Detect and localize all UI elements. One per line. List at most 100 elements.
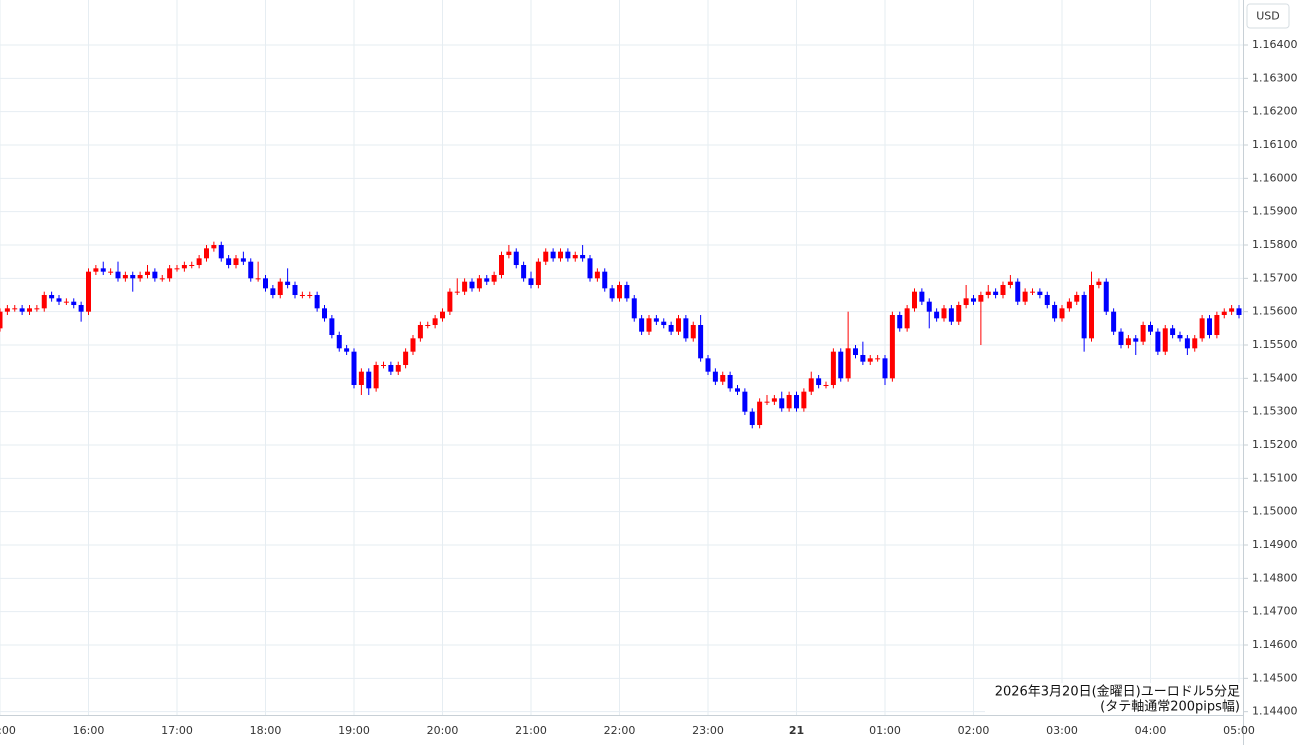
- y-tick-label: 1.14900: [1252, 538, 1298, 551]
- candle-body: [417, 325, 423, 339]
- candle-body: [248, 261, 254, 279]
- candle-body: [853, 348, 858, 355]
- candle-body: [358, 371, 364, 385]
- candle-body: [690, 325, 696, 339]
- candle-body: [867, 358, 873, 362]
- candle-body: [1148, 325, 1153, 332]
- candle-body: [1030, 291, 1035, 293]
- candle-body: [410, 338, 416, 352]
- x-tick-label: 22:00: [604, 724, 636, 737]
- candle-body: [381, 365, 386, 366]
- candle-body: [1140, 325, 1146, 342]
- candle-body: [1184, 338, 1190, 349]
- candle-body: [823, 385, 829, 386]
- candle-body: [1170, 328, 1176, 335]
- y-tick-label: 1.15700: [1252, 271, 1298, 284]
- x-tick-label: 05:00: [1223, 724, 1255, 737]
- candle-body: [587, 258, 593, 279]
- y-tick-label: 1.16400: [1252, 38, 1298, 51]
- candle-body: [240, 258, 246, 262]
- candle-body: [218, 245, 224, 259]
- candle-body: [49, 295, 55, 299]
- candle-body: [631, 298, 637, 319]
- candle-body: [956, 305, 962, 322]
- candle-body: [167, 268, 173, 279]
- y-tick-label: 1.14700: [1252, 605, 1298, 618]
- candle-body: [292, 285, 298, 295]
- candle-body: [934, 311, 940, 319]
- x-tick-label: 03:00: [1046, 724, 1078, 737]
- candle-body: [624, 285, 630, 299]
- candle-body: [137, 275, 143, 279]
- candle-body: [462, 281, 468, 292]
- candle-body: [145, 271, 150, 275]
- candle-body: [993, 291, 999, 295]
- candle-body: [838, 351, 844, 379]
- candle-body: [882, 358, 888, 379]
- candle-body: [1177, 335, 1183, 339]
- candle-body: [978, 295, 984, 302]
- x-tick-label: 21: [789, 724, 804, 737]
- candle-body: [469, 281, 475, 289]
- candle-body: [875, 358, 881, 360]
- candle-body: [1015, 281, 1021, 302]
- x-tick-label: 19:00: [338, 724, 370, 737]
- candle-body: [373, 365, 379, 389]
- candle-body: [963, 298, 969, 305]
- candle-body: [491, 275, 497, 282]
- candle-body: [550, 251, 556, 259]
- candle-body: [1207, 318, 1212, 335]
- candle-body: [108, 271, 114, 273]
- x-tick-label: 02:00: [958, 724, 990, 737]
- x-tick-label: 16:00: [73, 724, 105, 737]
- candle-body: [609, 288, 615, 299]
- x-tick-label: 20:00: [427, 724, 459, 737]
- x-tick-label: 18:00: [250, 724, 282, 737]
- candle-body: [845, 348, 851, 379]
- candle-body: [904, 308, 910, 329]
- candle-body: [299, 295, 305, 296]
- candle-body: [1192, 338, 1198, 349]
- candle-body: [646, 318, 652, 332]
- candle-body: [1229, 308, 1235, 312]
- candle-body: [1118, 331, 1124, 345]
- candle-body: [742, 391, 748, 412]
- candle-body: [528, 278, 534, 285]
- candle-body: [19, 308, 25, 312]
- candle-body: [683, 318, 689, 339]
- candle-body: [816, 378, 822, 385]
- candle-body: [543, 251, 549, 262]
- candle-body: [897, 315, 903, 329]
- candle-body: [1074, 295, 1080, 302]
- candle-body: [34, 308, 40, 310]
- candle-body: [56, 298, 62, 302]
- candle-body: [344, 348, 350, 352]
- candle-body: [513, 251, 519, 265]
- y-tick-label: 1.16200: [1252, 105, 1298, 118]
- y-tick-label: 1.14400: [1252, 705, 1298, 718]
- candle-body: [1081, 295, 1087, 339]
- y-tick-label: 1.16100: [1252, 138, 1298, 151]
- candle-body: [602, 271, 608, 289]
- candle-body: [594, 271, 600, 279]
- annotation-box: [985, 683, 1243, 715]
- candle-body: [712, 371, 718, 382]
- candle-body: [1000, 285, 1006, 295]
- candle-body: [425, 325, 431, 326]
- candle-body: [735, 388, 740, 392]
- candle-body: [1037, 291, 1043, 295]
- candle-body: [484, 278, 490, 282]
- candle-body: [1066, 301, 1072, 309]
- candle-body: [1044, 295, 1050, 305]
- candle-body: [1103, 281, 1109, 312]
- candle-body: [727, 375, 733, 389]
- annotation: 2026年3月20日(金曜日)ユーロドル5分足: [995, 684, 1240, 700]
- candle-body: [764, 401, 770, 403]
- candle-body: [395, 365, 401, 372]
- candle-body: [181, 265, 187, 269]
- y-tick-label: 1.15300: [1252, 405, 1298, 418]
- candle-body: [204, 248, 209, 259]
- candle-body: [329, 318, 335, 335]
